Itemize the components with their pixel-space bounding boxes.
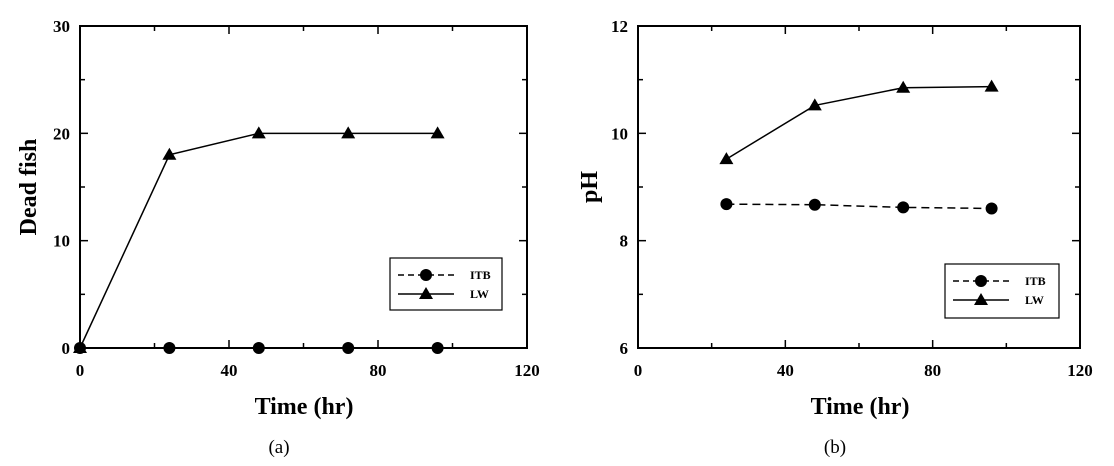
series-itb: [74, 342, 444, 354]
legend-marker: [420, 269, 432, 281]
data-point: [984, 79, 999, 92]
data-point: [431, 342, 444, 354]
legend-marker: [419, 287, 433, 299]
data-point: [73, 341, 87, 353]
legend-marker: [974, 293, 988, 305]
data-point: [808, 198, 821, 211]
legend: ITB LW: [944, 263, 1060, 319]
data-point: [252, 342, 265, 354]
y-tick-label: 6: [620, 339, 629, 358]
y-tick-label: 20: [53, 124, 70, 143]
chart-panel-a: 0 40 80 120 0 10 20 30 Time (hr) Dead fish (a) ITB L…: [16, 17, 540, 458]
x-tick-label: 80: [370, 361, 387, 380]
x-tick-label: 40: [221, 361, 238, 380]
chart-panel-b: 0 40 80 120 6 8 10 12 Time (hr) pH (b) ITB LW: [577, 17, 1093, 458]
series-line: [79, 132, 438, 349]
x-tick-label: 120: [514, 361, 540, 380]
data-point: [807, 98, 822, 111]
legend: ITB LW: [389, 257, 503, 311]
data-point: [897, 201, 910, 214]
data-point: [430, 126, 445, 139]
x-tick-label: 0: [634, 361, 643, 380]
legend-label: ITB: [1025, 274, 1046, 288]
data-point: [251, 126, 266, 139]
data-point: [985, 202, 998, 215]
series-itb: [720, 198, 998, 215]
x-tick-label: 40: [777, 361, 794, 380]
data-point: [341, 126, 356, 139]
legend-box: [944, 263, 1060, 319]
series-line: [726, 203, 992, 210]
series-lw: [719, 79, 999, 165]
y-tick-label: 10: [53, 232, 70, 251]
x-tick-label: 80: [924, 361, 941, 380]
y-tick-label: 8: [620, 232, 629, 251]
y-tick-label: 30: [53, 17, 70, 36]
data-point: [163, 342, 176, 354]
series-line: [726, 85, 992, 160]
data-point: [162, 147, 177, 160]
legend-box: [389, 257, 503, 311]
legend-marker: [975, 275, 987, 287]
data-point: [342, 342, 355, 354]
legend-label: LW: [470, 287, 489, 301]
data-point: [896, 80, 911, 93]
panel-caption: (a): [268, 437, 289, 458]
y-axis-title: pH: [577, 171, 603, 203]
x-tick-label: 120: [1067, 361, 1093, 380]
series-lw: [73, 126, 445, 353]
panel-caption: (b): [824, 437, 846, 458]
y-tick-label: 12: [611, 17, 628, 36]
data-point: [720, 198, 733, 211]
y-tick-label: 10: [611, 124, 628, 143]
y-tick-label: 0: [62, 339, 71, 358]
legend-label: LW: [1025, 293, 1044, 307]
x-tick-label: 0: [76, 361, 85, 380]
legend-label: ITB: [470, 268, 491, 282]
x-axis-title: Time (hr): [811, 394, 910, 420]
x-axis-title: Time (hr): [255, 394, 354, 420]
y-axis-title: Dead fish: [16, 139, 42, 236]
data-point: [719, 152, 734, 165]
